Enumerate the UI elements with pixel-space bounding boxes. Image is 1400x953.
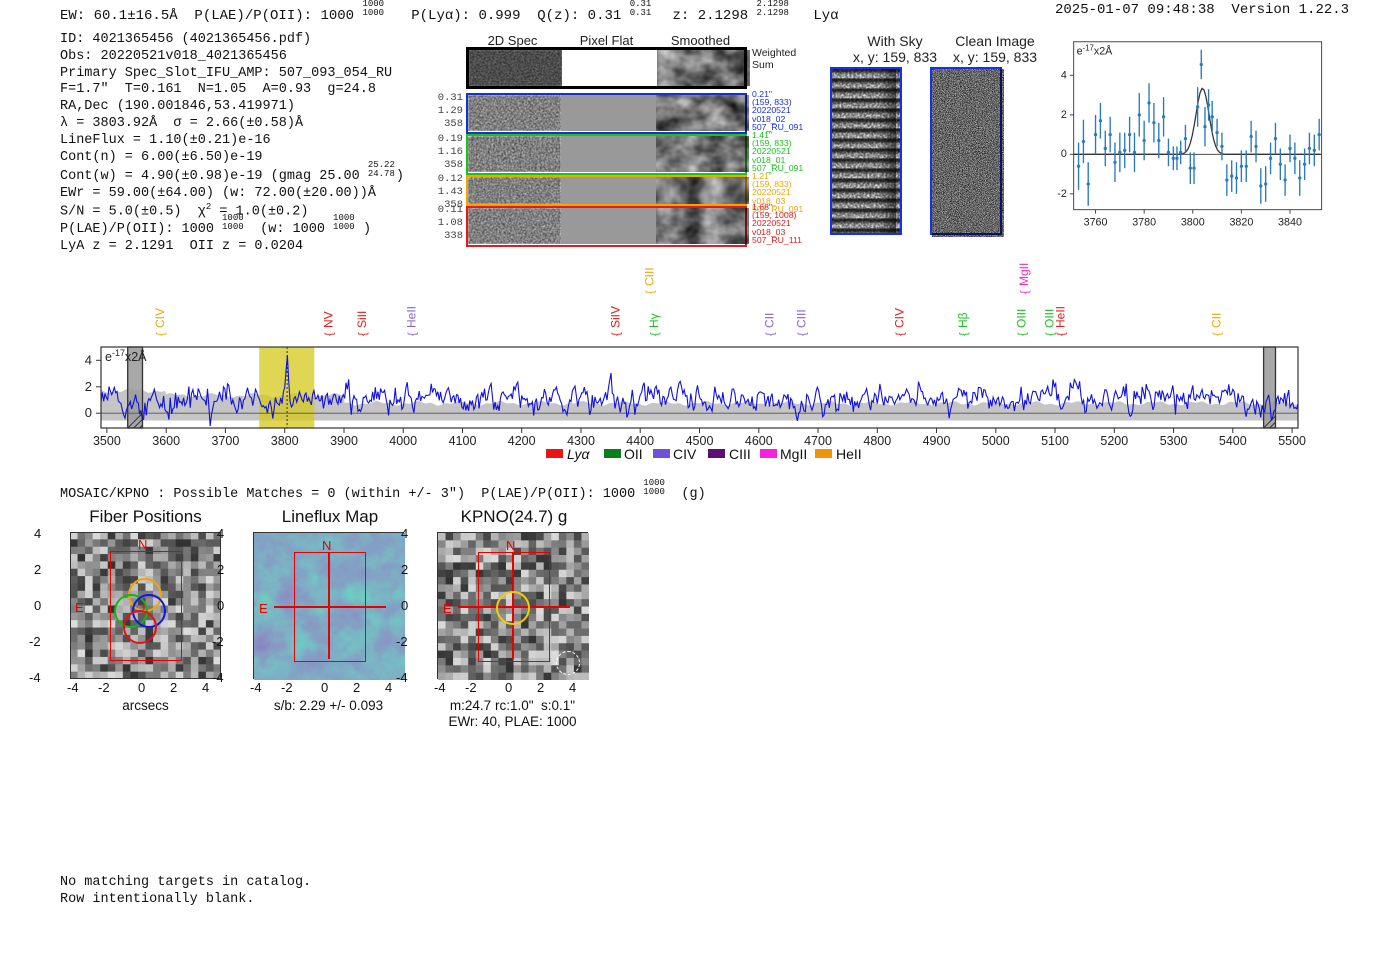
svg-text:4100: 4100 bbox=[449, 434, 477, 448]
svg-text:3600: 3600 bbox=[152, 434, 180, 448]
svg-text:4200: 4200 bbox=[508, 434, 536, 448]
svg-text:4900: 4900 bbox=[923, 434, 951, 448]
svg-text:3900: 3900 bbox=[330, 434, 358, 448]
svg-text:5100: 5100 bbox=[1041, 434, 1069, 448]
svg-text:4: 4 bbox=[85, 352, 92, 367]
svg-text:3800: 3800 bbox=[271, 434, 299, 448]
svg-text:5500: 5500 bbox=[1278, 434, 1306, 448]
svg-text:3700: 3700 bbox=[211, 434, 239, 448]
svg-text:5400: 5400 bbox=[1219, 434, 1247, 448]
svg-text:3500: 3500 bbox=[93, 434, 121, 448]
svg-text:4700: 4700 bbox=[804, 434, 832, 448]
svg-text:4800: 4800 bbox=[863, 434, 891, 448]
svg-text:5200: 5200 bbox=[1100, 434, 1128, 448]
svg-text:2: 2 bbox=[85, 379, 92, 394]
svg-text:0: 0 bbox=[85, 405, 92, 420]
svg-text:4000: 4000 bbox=[389, 434, 417, 448]
svg-text:5300: 5300 bbox=[1160, 434, 1188, 448]
svg-text:e-17x2Å: e-17x2Å bbox=[105, 348, 147, 364]
svg-text:5000: 5000 bbox=[982, 434, 1010, 448]
